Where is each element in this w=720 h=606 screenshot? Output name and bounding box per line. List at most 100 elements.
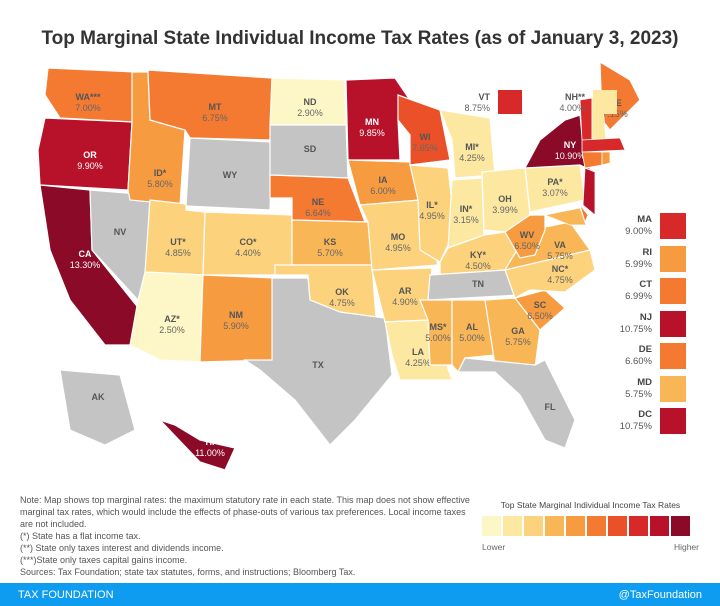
state-shape[interactable] <box>457 357 576 449</box>
state-shape[interactable] <box>159 419 236 471</box>
state-shape[interactable] <box>513 289 566 331</box>
footer-handle[interactable]: @TaxFoundation <box>618 588 702 601</box>
state-label: OH <box>498 194 512 204</box>
state-rate: 5.80% <box>147 179 173 189</box>
state-nd[interactable]: ND2.90% <box>269 77 347 126</box>
callout-ma: MA 9.00% <box>610 213 690 239</box>
state-label: UT* <box>170 237 186 247</box>
state-wa[interactable]: WA***7.00% <box>44 67 136 123</box>
state-label: VA <box>554 240 566 250</box>
state-label: WV <box>520 230 535 240</box>
legend-color-bar <box>482 516 703 536</box>
callout-swatch <box>660 408 686 434</box>
state-shape[interactable] <box>37 117 133 191</box>
state-label: ID* <box>154 168 167 178</box>
callout-rate: 6.99% <box>625 291 652 302</box>
legend-swatch <box>482 516 501 536</box>
state-ut[interactable]: UT*4.85% <box>144 199 206 276</box>
state-shape[interactable] <box>59 369 136 446</box>
legend-swatch <box>671 516 690 536</box>
callout-swatch <box>660 213 686 239</box>
callout-swatch <box>660 375 686 402</box>
state-shape-md[interactable] <box>543 207 587 226</box>
state-shape-ri[interactable] <box>601 151 611 166</box>
state-wv[interactable]: WV6.50% <box>504 214 546 259</box>
state-label: LA <box>412 347 424 357</box>
legend-high: Higher <box>673 542 699 552</box>
state-label: NC* <box>552 264 569 274</box>
state-shape[interactable] <box>185 137 273 211</box>
state-ia[interactable]: IA6.00% <box>347 159 421 206</box>
state-rate: 4.75% <box>329 298 355 308</box>
state-tx[interactable]: TX <box>243 277 393 446</box>
legend-title: Top State Marginal Individual Income Tax… <box>500 500 681 510</box>
state-shape[interactable] <box>397 94 451 166</box>
state-rate: 3.07% <box>542 188 568 198</box>
state-shape-ct[interactable] <box>581 151 603 169</box>
state-ar[interactable]: AR4.90% <box>371 267 433 323</box>
state-rate: 11.00% <box>195 448 225 458</box>
note-sources: Sources: Tax Foundation; state tax statu… <box>20 567 356 577</box>
state-pa[interactable]: PA*3.07% <box>524 164 586 213</box>
state-nm[interactable]: NM5.90% <box>199 274 276 363</box>
state-wy[interactable]: WY <box>185 137 273 211</box>
state-sd[interactable]: SD <box>269 124 349 179</box>
callout-label: CT <box>639 279 652 290</box>
callout-md: MD 5.75% <box>610 375 690 402</box>
state-label: IL* <box>426 200 438 210</box>
state-rate: 4.95% <box>385 243 411 253</box>
state-label: MS* <box>429 322 447 332</box>
notes: Note: Map shows top marginal rates: the … <box>20 494 470 578</box>
state-rate: 4.75% <box>547 275 573 285</box>
callout-rate: 8.75% <box>464 103 490 113</box>
callout-swatch <box>498 90 522 114</box>
state-ak[interactable]: AK <box>59 369 136 446</box>
legend-swatch <box>629 516 648 536</box>
state-shape-de[interactable] <box>579 204 589 224</box>
legend-swatch <box>566 516 585 536</box>
callout-rate: 10.75% <box>619 421 652 432</box>
state-shape-ma[interactable] <box>581 137 626 153</box>
callout-ct: CT 6.99% <box>610 278 690 304</box>
state-rate: 4.25% <box>405 358 431 368</box>
state-label: WI <box>420 132 431 142</box>
callout-label: NH** <box>565 92 586 102</box>
state-shape[interactable] <box>243 277 393 446</box>
callout-dc: DC 10.75% <box>610 408 690 434</box>
state-rate: 9.85% <box>359 128 385 138</box>
state-wi[interactable]: WI7.65% <box>397 94 451 166</box>
state-label: AL <box>466 322 478 332</box>
state-rate: 5.70% <box>317 248 343 258</box>
callout-swatch <box>660 245 686 272</box>
state-label: WA*** <box>75 92 101 102</box>
state-ms[interactable]: MS*5.00% <box>419 299 453 366</box>
state-rate: 7.65% <box>412 143 438 153</box>
state-sc[interactable]: SC6.50% <box>513 289 566 331</box>
state-rate: 2.90% <box>297 108 323 118</box>
legend-low: Lower <box>482 542 506 552</box>
state-fl[interactable]: FL <box>457 357 576 449</box>
legend-swatch <box>524 516 543 536</box>
state-shape[interactable] <box>504 214 546 259</box>
state-shape[interactable] <box>484 297 541 369</box>
callout-label: VT <box>478 92 490 102</box>
state-ks[interactable]: KS5.70% <box>291 219 373 266</box>
state-mi[interactable]: MI*4.25% <box>439 109 496 179</box>
state-ga[interactable]: GA5.75% <box>484 297 541 369</box>
callout-rate: 10.75% <box>619 323 652 335</box>
state-shape[interactable] <box>439 109 496 179</box>
state-rate: 5.00% <box>425 333 451 343</box>
state-rate: 3.15% <box>453 215 479 225</box>
state-label: SD <box>304 144 317 154</box>
state-label: GA <box>511 326 525 336</box>
state-label: ND <box>304 97 317 107</box>
state-shape-nj[interactable] <box>582 167 596 216</box>
state-or[interactable]: OR9.90% <box>37 117 133 191</box>
state-label: MO <box>391 232 406 242</box>
callout-rate: 4.00% <box>559 103 585 113</box>
state-shape[interactable] <box>419 299 453 366</box>
state-label: CO* <box>239 237 257 247</box>
note-flat: (*) State has a flat income tax. <box>20 531 141 541</box>
state-rate: 5.00% <box>459 333 485 343</box>
